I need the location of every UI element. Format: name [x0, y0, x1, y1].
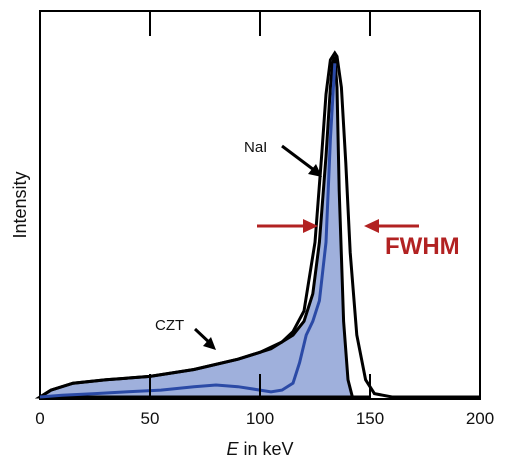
x-axis-title-rest: in keV [238, 439, 293, 459]
x-tick-label-50: 50 [141, 409, 160, 428]
fwhm-label: FWHM [385, 233, 460, 260]
czt-arrowhead [203, 337, 216, 350]
plot-frame [39, 10, 481, 400]
x-tick-label-200: 200 [466, 409, 494, 428]
nai-arrowhead [308, 164, 322, 177]
series-czt-photopeak-component [39, 63, 337, 399]
ticks-layer: 0 50 100 150 200 [35, 11, 494, 428]
nai-arrow-line [281, 144, 319, 175]
x-tick-label-100: 100 [246, 409, 274, 428]
x-tick-label-0: 0 [35, 409, 44, 428]
x-axis-title: E in keV [226, 439, 293, 459]
czt-label: CZT [155, 317, 184, 334]
fwhm-right-arrowhead [364, 219, 379, 233]
fwhm-left-arrowhead [303, 219, 318, 233]
nai-label: NaI [244, 139, 267, 156]
y-axis-title: Intensity [10, 171, 30, 238]
x-axis-title-italic: E [226, 439, 239, 459]
x-tick-label-150: 150 [356, 409, 384, 428]
